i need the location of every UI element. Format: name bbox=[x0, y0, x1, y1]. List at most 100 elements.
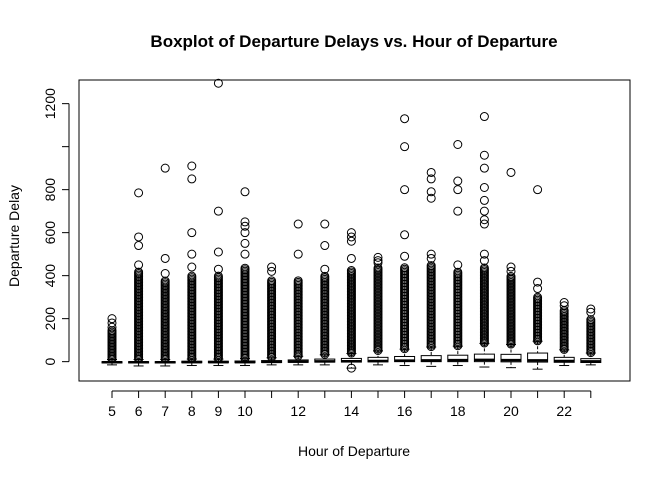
outlier-point bbox=[213, 264, 223, 274]
outlier-point bbox=[400, 142, 410, 152]
y-tick-label: 200 bbox=[42, 307, 58, 331]
y-tick-label: 600 bbox=[42, 221, 58, 245]
outlier-point bbox=[346, 236, 356, 246]
outlier-point bbox=[267, 262, 277, 272]
box-hour-5 bbox=[101, 314, 123, 366]
x-tick-label: 16 bbox=[397, 403, 413, 419]
outlier-point bbox=[213, 78, 223, 88]
outlier-point bbox=[160, 269, 170, 278]
box-hour-14 bbox=[340, 228, 362, 373]
outlier-point bbox=[373, 256, 383, 266]
y-tick-label: 1200 bbox=[42, 88, 58, 119]
outlier-point bbox=[506, 266, 516, 276]
outlier-point bbox=[134, 260, 144, 270]
outlier-point bbox=[267, 276, 277, 286]
outlier-point bbox=[346, 228, 356, 238]
outlier-point bbox=[373, 258, 383, 268]
outlier-point bbox=[320, 241, 330, 251]
outlier-point bbox=[240, 217, 250, 227]
outlier-point bbox=[400, 185, 410, 195]
x-tick-label: 20 bbox=[503, 403, 519, 419]
outlier-point bbox=[107, 322, 117, 332]
x-tick-label: 12 bbox=[290, 403, 306, 419]
y-tick-label: 400 bbox=[42, 264, 58, 288]
y-tick-label: 800 bbox=[42, 178, 58, 202]
box-hour-23 bbox=[580, 304, 602, 366]
outlier-point bbox=[479, 183, 489, 192]
outlier-point bbox=[559, 298, 569, 308]
outlier-point bbox=[240, 228, 250, 238]
outlier-point bbox=[453, 140, 463, 149]
outlier-point bbox=[346, 253, 356, 263]
x-tick-label: 14 bbox=[344, 403, 360, 419]
outlier-point bbox=[453, 260, 463, 270]
y-tick-label: 0 bbox=[42, 358, 58, 366]
outlier-point bbox=[293, 276, 303, 286]
outlier-point bbox=[533, 185, 543, 195]
box-hour-19 bbox=[473, 112, 495, 368]
outlier-point bbox=[453, 267, 463, 277]
outlier-point bbox=[373, 252, 383, 262]
box-hour-16 bbox=[394, 114, 416, 367]
outlier-point bbox=[426, 193, 436, 203]
outlier-point bbox=[320, 264, 330, 274]
outlier-point bbox=[426, 261, 436, 271]
outlier-point bbox=[533, 292, 543, 302]
outlier-point bbox=[506, 272, 516, 282]
x-tick-label: 9 bbox=[215, 403, 223, 419]
outlier-point bbox=[187, 262, 197, 272]
box-hour-17 bbox=[420, 167, 442, 367]
box-hour-6 bbox=[128, 188, 150, 367]
box-hour-12 bbox=[287, 219, 309, 366]
box-iqr bbox=[527, 352, 549, 363]
box-hour-13 bbox=[314, 219, 336, 366]
x-tick-label: 22 bbox=[556, 403, 572, 419]
x-tick-label: 7 bbox=[161, 403, 169, 419]
outlier-point bbox=[187, 249, 197, 259]
outlier-point bbox=[134, 241, 144, 251]
outlier-point bbox=[160, 163, 170, 173]
outlier-point bbox=[453, 176, 463, 186]
boxes-group bbox=[101, 78, 602, 373]
box-iqr bbox=[473, 353, 495, 363]
outlier-point bbox=[506, 262, 516, 272]
outlier-point bbox=[426, 174, 436, 184]
plot-frame bbox=[78, 79, 631, 382]
outlier-point bbox=[346, 232, 356, 242]
outlier-point bbox=[107, 314, 117, 324]
outlier-point bbox=[479, 256, 489, 266]
box-iqr bbox=[420, 355, 442, 363]
outlier-point bbox=[160, 253, 170, 263]
outlier-point bbox=[213, 271, 223, 281]
outlier-point bbox=[479, 215, 489, 225]
x-axis-label: Hour of Departure bbox=[298, 443, 410, 459]
outlier-point bbox=[293, 219, 303, 229]
outlier-point bbox=[453, 206, 463, 216]
outlier-point bbox=[134, 267, 144, 277]
box-hour-15 bbox=[367, 252, 389, 366]
outlier-point bbox=[187, 228, 197, 238]
outlier-point bbox=[320, 271, 330, 281]
outlier-point bbox=[479, 112, 489, 122]
outlier-point bbox=[213, 206, 223, 216]
outlier-point bbox=[506, 167, 516, 177]
outlier-point bbox=[479, 263, 489, 273]
box-hour-7 bbox=[154, 163, 176, 367]
outlier-point bbox=[426, 253, 436, 263]
outlier-point bbox=[400, 251, 410, 261]
outlier-point bbox=[559, 301, 569, 311]
y-axis-label: Departure Delay bbox=[6, 185, 22, 287]
x-axis: 5 6 7 8 9 10 12 14 16 18 20 22 bbox=[108, 390, 592, 419]
x-tick-label: 18 bbox=[450, 403, 466, 419]
outlier-point bbox=[240, 221, 250, 231]
outlier-point bbox=[346, 266, 356, 276]
outlier-point bbox=[479, 249, 489, 259]
outlier-point bbox=[479, 219, 489, 229]
outlier-point bbox=[240, 238, 250, 248]
box-hour-11 bbox=[261, 262, 283, 366]
outlier-point bbox=[107, 318, 117, 328]
outlier-point bbox=[213, 247, 223, 257]
outlier-point bbox=[586, 307, 596, 317]
outlier-point bbox=[400, 230, 410, 240]
